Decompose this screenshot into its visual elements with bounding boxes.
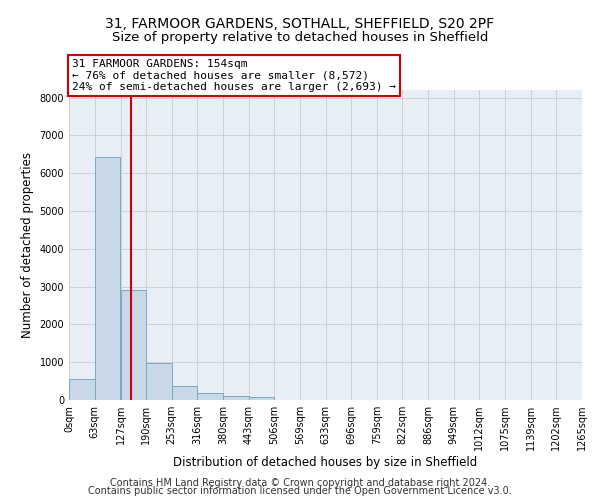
Bar (121, 290, 146, 400)
Bar (69, 379, 95, 400)
Text: Contains public sector information licensed under the Open Government Licence v3: Contains public sector information licen… (88, 486, 512, 496)
Bar (197, 394, 223, 400)
Text: Size of property relative to detached houses in Sheffield: Size of property relative to detached ho… (112, 31, 488, 44)
Text: Contains HM Land Registry data © Crown copyright and database right 2024.: Contains HM Land Registry data © Crown c… (110, 478, 490, 488)
Text: 31, FARMOOR GARDENS, SOTHALL, SHEFFIELD, S20 2PF: 31, FARMOOR GARDENS, SOTHALL, SHEFFIELD,… (106, 18, 494, 32)
Bar (172, 386, 197, 400)
Bar (95, 157, 120, 400)
Bar (223, 396, 248, 400)
Text: 31 FARMOOR GARDENS: 154sqm
← 76% of detached houses are smaller (8,572)
24% of s: 31 FARMOOR GARDENS: 154sqm ← 76% of deta… (72, 58, 396, 92)
X-axis label: Distribution of detached houses by size in Sheffield: Distribution of detached houses by size … (173, 456, 478, 469)
Bar (146, 363, 172, 400)
Y-axis label: Number of detached properties: Number of detached properties (21, 152, 34, 338)
Bar (248, 397, 274, 400)
